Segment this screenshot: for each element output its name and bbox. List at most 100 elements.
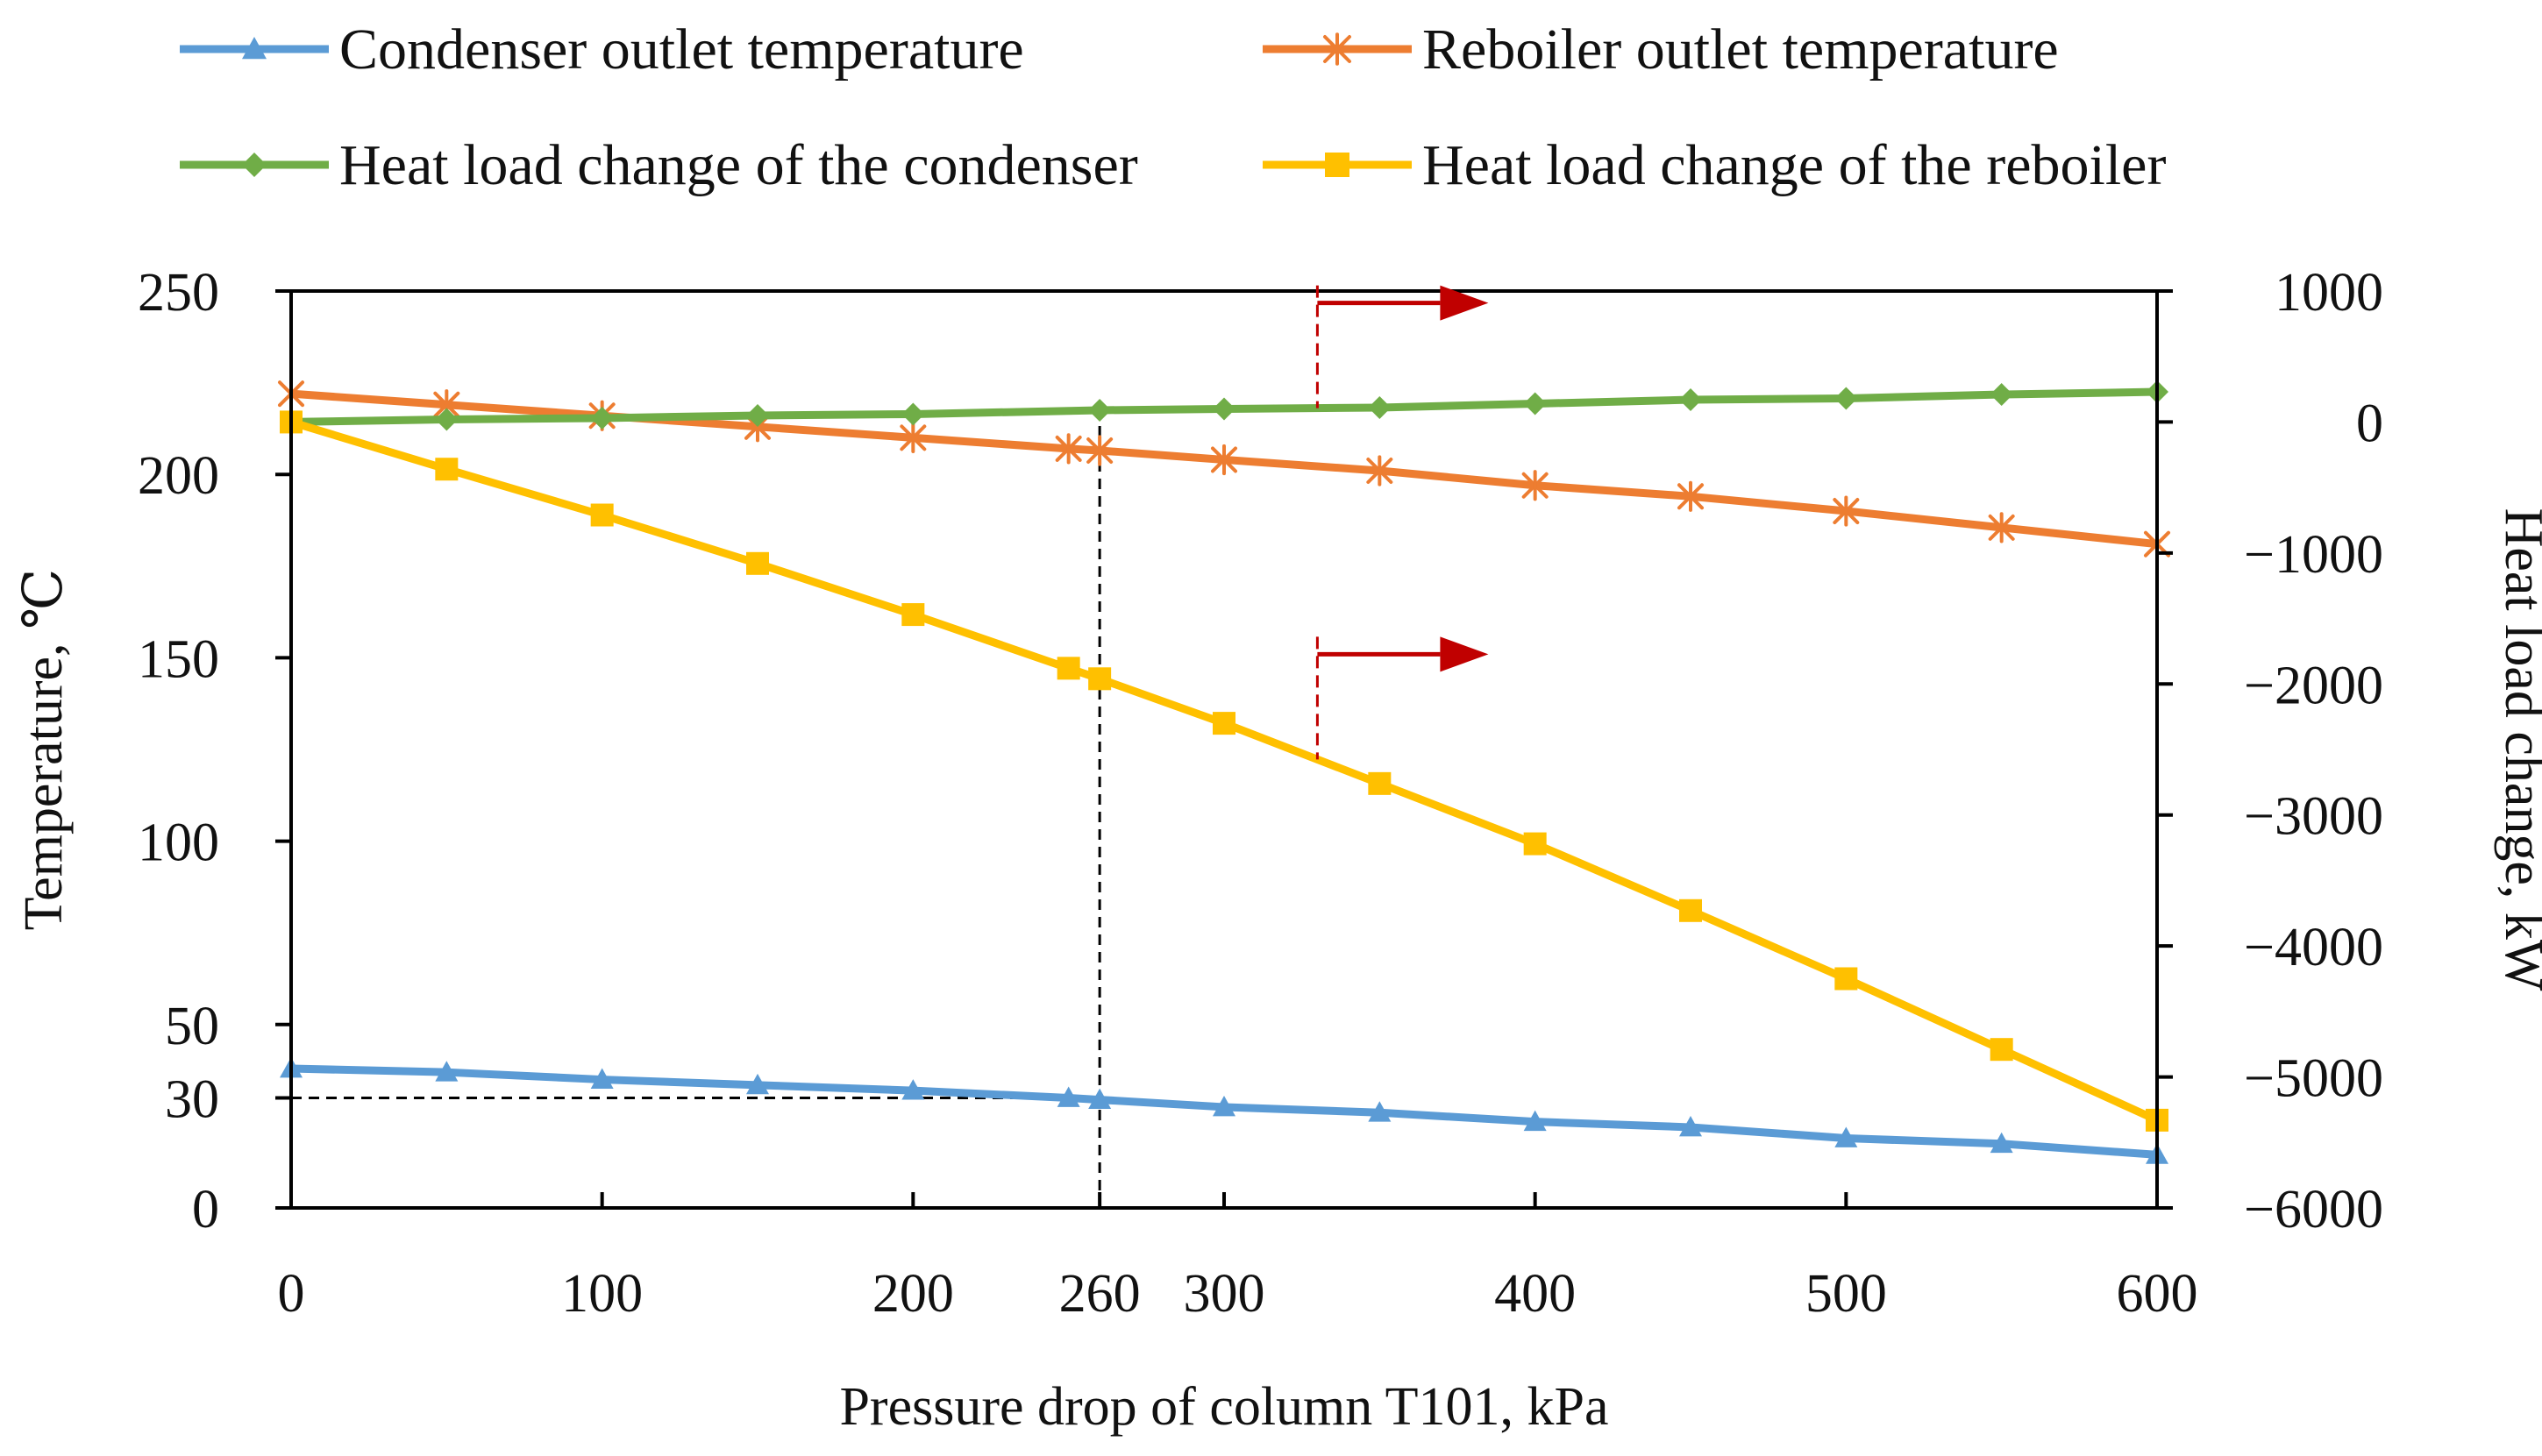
data-point <box>1990 383 2013 407</box>
axes: 0 100 200 260 300 400 500 600 0 30 50 100 150 200 250… <box>14 263 2542 1437</box>
data-point <box>901 1079 925 1100</box>
legend-marker <box>1323 32 1351 66</box>
data-point <box>1088 398 1112 422</box>
data-point <box>1679 388 1702 412</box>
data-point <box>1990 1132 2013 1154</box>
x-tick-label: 500 <box>1805 1264 1887 1324</box>
data-point <box>746 403 769 427</box>
data-point <box>900 422 927 453</box>
data-point <box>435 408 459 431</box>
data-point <box>1521 470 1549 501</box>
y-axis-label: Temperature, ℃ <box>14 569 74 931</box>
x-tick-label: 260 <box>1059 1264 1141 1324</box>
data-point <box>1679 898 1702 922</box>
data-point <box>1088 667 1112 691</box>
x-axis-ticks: 0 100 200 260 300 400 500 600 <box>278 1192 2198 1324</box>
data-point <box>1523 1110 1547 1132</box>
legend-item: Heat load change of the condenser <box>180 133 1138 197</box>
series-group <box>278 378 2170 1164</box>
data-point <box>901 402 925 426</box>
data-point <box>1368 771 1392 795</box>
x-tick-label: 200 <box>872 1264 954 1324</box>
x-tick-label: 100 <box>561 1264 643 1324</box>
y-tick-label: 50 <box>165 997 219 1056</box>
arrow-annotation <box>1315 285 1489 408</box>
data-point <box>1988 512 2015 543</box>
data-point <box>1055 433 1082 465</box>
reference-lines <box>291 401 1101 1208</box>
plot-frame <box>289 289 2159 1210</box>
legend-marker <box>242 153 267 177</box>
series-line <box>290 1064 2158 1159</box>
data-point <box>1834 967 1858 991</box>
arrow-annotation <box>1315 636 1489 760</box>
data-point <box>1368 395 1392 419</box>
legend-label: Condenser outlet temperature <box>339 18 1024 82</box>
y2-tick-label: −3000 <box>2244 787 2383 847</box>
data-point <box>590 503 614 527</box>
series-3 <box>280 380 2168 434</box>
y2-tick-label: −1000 <box>2244 525 2383 585</box>
data-point <box>435 1061 459 1082</box>
y2-axis-ticks: 1000 0 −1000 −2000 −3000 −4000 −5000 −6000 <box>2157 263 2383 1239</box>
y2-tick-label: −4000 <box>2244 918 2383 977</box>
data-point <box>1088 1088 1112 1109</box>
data-point <box>1057 657 1080 680</box>
x-tick-label: 300 <box>1184 1264 1265 1324</box>
legend-label: Heat load change of the condenser <box>339 133 1138 197</box>
y-tick-label: 30 <box>165 1069 219 1129</box>
y2-tick-label: 0 <box>2356 394 2383 453</box>
legend: Condenser outlet temperature Reboiler out… <box>180 18 2166 197</box>
y-tick-label: 150 <box>138 629 219 689</box>
series-4 <box>280 410 2168 1132</box>
x-tick-label: 600 <box>2117 1264 2198 1324</box>
y2-tick-label: −5000 <box>2244 1049 2383 1109</box>
data-point <box>1213 712 1235 735</box>
data-point <box>1834 387 1858 410</box>
legend-marker <box>242 37 267 60</box>
data-point <box>1368 1101 1392 1122</box>
data-point <box>901 603 925 627</box>
data-point <box>746 551 769 575</box>
data-point <box>1366 455 1393 487</box>
data-point <box>1523 832 1547 856</box>
data-point <box>1679 1115 1702 1137</box>
y2-tick-label: −6000 <box>2244 1180 2383 1239</box>
data-point <box>1213 397 1235 421</box>
data-point <box>746 1073 769 1095</box>
data-point <box>1086 435 1114 466</box>
legend-item: Reboiler outlet temperature <box>1263 18 2059 82</box>
data-point <box>1990 1038 2013 1062</box>
legend-label: Reboiler outlet temperature <box>1422 18 2059 82</box>
x-tick-label: 400 <box>1494 1264 1576 1324</box>
data-point <box>1211 444 1237 476</box>
data-point <box>1213 1095 1235 1117</box>
y-tick-label: 200 <box>138 446 219 506</box>
data-point <box>590 1068 614 1089</box>
data-point <box>1833 495 1860 527</box>
data-point <box>435 458 459 481</box>
data-point <box>1834 1126 1858 1147</box>
y-tick-label: 100 <box>138 813 219 873</box>
series-line <box>289 418 2159 1124</box>
y-axis-ticks: 0 30 50 100 150 200 250 <box>138 263 291 1239</box>
legend-label: Heat load change of the reboiler <box>1422 133 2166 197</box>
data-point <box>1677 480 1704 512</box>
data-point <box>1523 392 1547 415</box>
y2-tick-label: −2000 <box>2244 656 2383 715</box>
series-1 <box>280 1057 2168 1164</box>
legend-item: Heat load change of the reboiler <box>1263 133 2166 197</box>
data-point <box>1057 1086 1080 1107</box>
y-tick-label: 0 <box>192 1180 219 1239</box>
x-axis-label: Pressure drop of column T101, kPa <box>839 1377 1608 1437</box>
legend-marker <box>1325 153 1349 177</box>
x-tick-label: 0 <box>278 1264 305 1324</box>
data-point <box>590 406 614 430</box>
y2-tick-label: 1000 <box>2275 263 2383 323</box>
y-tick-label: 250 <box>138 263 219 323</box>
y2-axis-label: Heat load change, kW <box>2494 508 2542 991</box>
legend-item: Condenser outlet temperature <box>180 18 1024 82</box>
annotations <box>1315 285 1489 760</box>
